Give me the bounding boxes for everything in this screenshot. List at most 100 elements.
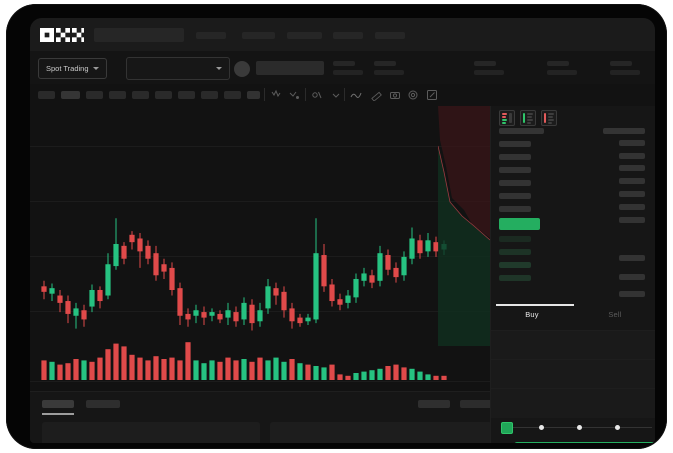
orderbook-right-row[interactable] <box>619 255 645 261</box>
ask-row[interactable] <box>499 193 531 199</box>
buy-tab-active-indicator <box>496 304 574 306</box>
ask-row[interactable] <box>499 167 531 173</box>
search-input[interactable] <box>94 28 184 42</box>
candlestick-chart-icon[interactable] <box>270 89 282 101</box>
ask-row[interactable] <box>499 180 531 186</box>
orderbook-right-row[interactable] <box>619 165 645 171</box>
ask-row[interactable] <box>499 206 531 212</box>
chevron-down-icon <box>216 67 222 70</box>
stat-2-label <box>374 61 396 66</box>
slider-stop-25[interactable] <box>539 424 544 430</box>
timeframe-chip-9[interactable] <box>224 91 241 99</box>
market-type-label: Spot Trading <box>46 64 89 73</box>
settings-gear-icon[interactable] <box>407 89 419 101</box>
stat-3-label <box>474 61 496 66</box>
ruler-icon[interactable] <box>371 89 383 101</box>
orders-content-left <box>42 422 260 443</box>
bid-row[interactable] <box>499 236 531 242</box>
timeframe-chip-4[interactable] <box>109 91 126 99</box>
orderbook-col-header-right <box>603 128 645 134</box>
depth-chart-overlay <box>438 106 490 346</box>
order-field-1[interactable] <box>491 330 655 360</box>
timeframe-chip-5[interactable] <box>132 91 149 99</box>
line-chart-icon[interactable] <box>288 89 300 101</box>
orderbook-right-row[interactable] <box>619 191 645 197</box>
indicators-icon[interactable] <box>311 89 323 101</box>
amount-slider[interactable] <box>496 420 652 434</box>
chart-toolbar <box>30 84 655 107</box>
order-form-tabs: Buy Sell <box>491 304 655 328</box>
order-field-2[interactable] <box>491 359 655 389</box>
orderbook-bids-icon[interactable] <box>520 110 536 126</box>
order-field-3[interactable] <box>491 388 655 418</box>
nav-item-2[interactable] <box>242 32 275 39</box>
timeframe-chip-3[interactable] <box>86 91 103 99</box>
gridline <box>30 381 490 382</box>
gridline <box>30 256 490 257</box>
orderbook-asks-icon[interactable] <box>541 110 557 126</box>
stat-4-value <box>547 70 577 75</box>
bid-row[interactable] <box>499 262 531 268</box>
place-buy-order-button[interactable] <box>514 442 655 443</box>
bid-row[interactable] <box>499 249 531 255</box>
slider-handle-icon[interactable] <box>501 422 513 434</box>
market-subheader: Spot Trading <box>30 51 655 84</box>
timeframe-chip-8[interactable] <box>201 91 218 99</box>
device-screen: Spot Trading <box>30 18 655 443</box>
orderbook-mode-group <box>499 110 557 126</box>
gridline <box>30 201 490 202</box>
orderbook-right-row[interactable] <box>619 204 645 210</box>
orders-tab-2[interactable] <box>86 400 120 408</box>
orderbook-right-row[interactable] <box>619 178 645 184</box>
nav-item-5[interactable] <box>375 32 405 39</box>
orders-content-right <box>270 422 492 443</box>
okx-logo-icon[interactable] <box>40 28 84 42</box>
tab-sell[interactable]: Sell <box>608 310 622 319</box>
tab-buy[interactable]: Buy <box>525 310 539 319</box>
pair-price-placeholder <box>256 61 324 75</box>
slider-stop-75[interactable] <box>615 424 620 430</box>
orderbook-right-row[interactable] <box>619 274 645 280</box>
orderbook-right-row[interactable] <box>619 153 645 159</box>
bid-row[interactable] <box>499 275 531 281</box>
slider-stop-50[interactable] <box>577 424 582 430</box>
trading-pair-select[interactable] <box>126 57 230 80</box>
orderbook-both-icon[interactable] <box>499 110 515 126</box>
gridline <box>30 146 490 147</box>
market-type-dropdown[interactable]: Spot Trading <box>38 58 107 79</box>
orderbook-panel: Buy Sell <box>490 106 655 443</box>
orderbook-col-header-left <box>499 128 544 134</box>
stat-5-value <box>610 70 640 75</box>
orderbook-right-row[interactable] <box>619 291 645 297</box>
chevron-down-icon[interactable] <box>330 89 342 101</box>
orders-action-2[interactable] <box>460 400 492 408</box>
timeframe-chip-10[interactable] <box>247 91 260 99</box>
orders-action-1[interactable] <box>418 400 450 408</box>
timeframe-chip-2[interactable] <box>61 91 80 99</box>
stat-1-label <box>333 61 355 66</box>
fullscreen-icon[interactable] <box>426 89 438 101</box>
camera-icon[interactable] <box>389 89 401 101</box>
stat-1-value <box>333 70 363 75</box>
stat-2-value <box>374 70 404 75</box>
ask-row[interactable] <box>499 141 531 147</box>
timeframe-chip-7[interactable] <box>178 91 195 99</box>
nav-item-1[interactable] <box>196 32 226 39</box>
ask-row[interactable] <box>499 154 531 160</box>
orderbook-last-price-highlight[interactable] <box>499 218 540 230</box>
timeframe-chip-6[interactable] <box>155 91 172 99</box>
candlestick-series <box>41 218 447 331</box>
orderbook-right-row[interactable] <box>619 217 645 223</box>
orderbook-right-row[interactable] <box>619 140 645 146</box>
orders-tab-1[interactable] <box>42 400 74 408</box>
trend-line-icon[interactable] <box>350 89 362 101</box>
timeframe-chip-1[interactable] <box>38 91 55 99</box>
chevron-down-icon <box>92 67 99 70</box>
nav-item-3[interactable] <box>287 32 322 39</box>
price-chart[interactable] <box>30 106 490 391</box>
coin-avatar-icon <box>234 61 250 77</box>
orderbook-rows[interactable] <box>491 128 655 316</box>
volume-series <box>41 342 447 380</box>
nav-item-4[interactable] <box>333 32 363 39</box>
